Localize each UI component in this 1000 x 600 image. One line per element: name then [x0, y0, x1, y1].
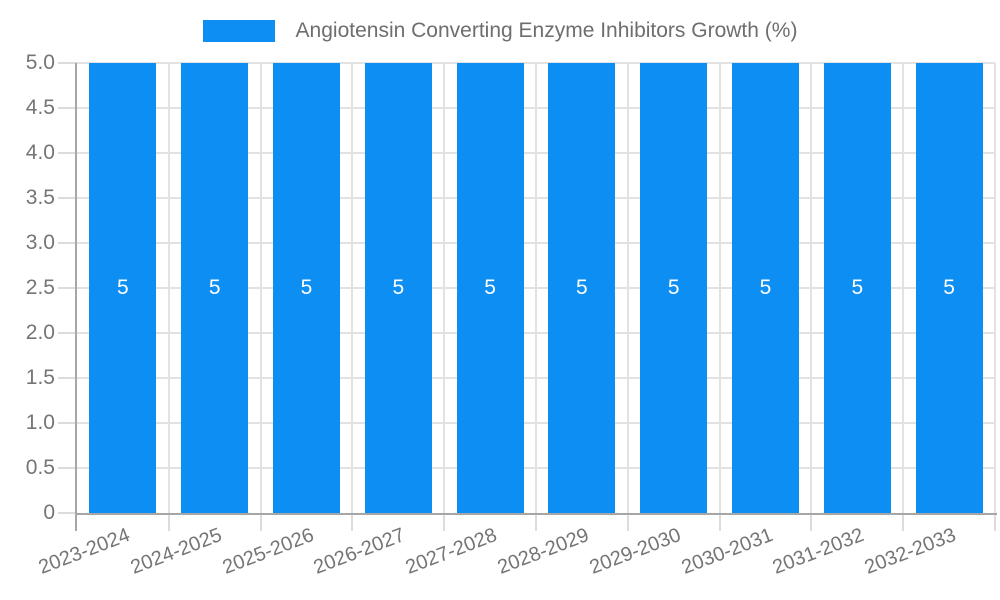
- bar-value-label: 5: [667, 276, 680, 299]
- x-tick: [994, 513, 996, 531]
- y-tick-label: 4.0: [25, 141, 55, 164]
- v-gridline: [259, 63, 262, 513]
- v-gridline: [443, 63, 446, 513]
- y-tick-label: 3.0: [25, 231, 55, 254]
- bar-value-label: 5: [759, 276, 772, 299]
- y-tick-label: 2.0: [25, 321, 55, 344]
- y-tick: [58, 197, 77, 199]
- bar-value-label: 5: [392, 276, 405, 299]
- y-tick-label: 0.5: [25, 456, 55, 479]
- y-tick: [58, 62, 77, 64]
- y-tick: [58, 422, 77, 424]
- x-tick: [167, 513, 170, 531]
- x-tick: [626, 513, 629, 531]
- y-tick: [58, 512, 77, 514]
- legend[interactable]: Angiotensin Converting Enzyme Inhibitors…: [0, 16, 1000, 46]
- y-tick-label: 2.5: [25, 276, 55, 299]
- v-gridline: [810, 63, 813, 513]
- y-tick: [58, 152, 77, 154]
- bar-value-label: 5: [943, 276, 955, 299]
- y-tick-label: 4.5: [25, 96, 55, 119]
- y-tick: [58, 467, 77, 469]
- bar: [732, 63, 799, 513]
- bar: [89, 63, 157, 513]
- x-tick: [535, 513, 537, 531]
- y-tick: [58, 377, 77, 379]
- v-gridline: [902, 63, 905, 513]
- bar-value-label: 5: [851, 276, 864, 299]
- y-tick-label: 1.0: [25, 411, 55, 434]
- bar: [915, 63, 983, 513]
- bar: [273, 63, 340, 513]
- bar-value-label: 5: [484, 276, 496, 299]
- bar-value-label: 5: [300, 276, 313, 299]
- y-tick: [58, 242, 77, 244]
- x-tick: [718, 513, 721, 531]
- v-gridline: [167, 63, 170, 513]
- x-tick: [351, 513, 354, 531]
- y-tick-label: 1.5: [25, 366, 55, 389]
- v-gridline: [994, 63, 996, 513]
- x-axis-line: [75, 513, 997, 515]
- bar-value-label: 5: [117, 276, 129, 299]
- y-axis-line: [75, 63, 77, 531]
- legend-label: Angiotensin Converting Enzyme Inhibitors…: [295, 19, 798, 42]
- v-gridline: [718, 63, 721, 513]
- v-gridline: [351, 63, 354, 513]
- y-tick-label: 0: [43, 501, 55, 524]
- x-tick: [259, 513, 262, 531]
- bar-value-label: 5: [576, 276, 588, 299]
- x-tick: [810, 513, 813, 531]
- y-tick-label: 5.0: [25, 51, 55, 74]
- x-tick: [443, 513, 446, 531]
- bar-value-label: 5: [208, 276, 221, 299]
- bar: [823, 63, 891, 513]
- y-tick: [58, 332, 77, 334]
- y-tick: [58, 107, 77, 109]
- legend-color-swatch: [202, 20, 275, 42]
- bar: [181, 63, 249, 513]
- bar: [364, 63, 432, 513]
- x-tick: [902, 513, 905, 531]
- v-gridline: [535, 63, 537, 513]
- bar: [548, 63, 616, 513]
- bar: [456, 63, 524, 513]
- v-gridline: [626, 63, 629, 513]
- y-tick-label: 3.5: [25, 186, 55, 209]
- y-tick: [58, 287, 77, 289]
- bar: [640, 63, 708, 513]
